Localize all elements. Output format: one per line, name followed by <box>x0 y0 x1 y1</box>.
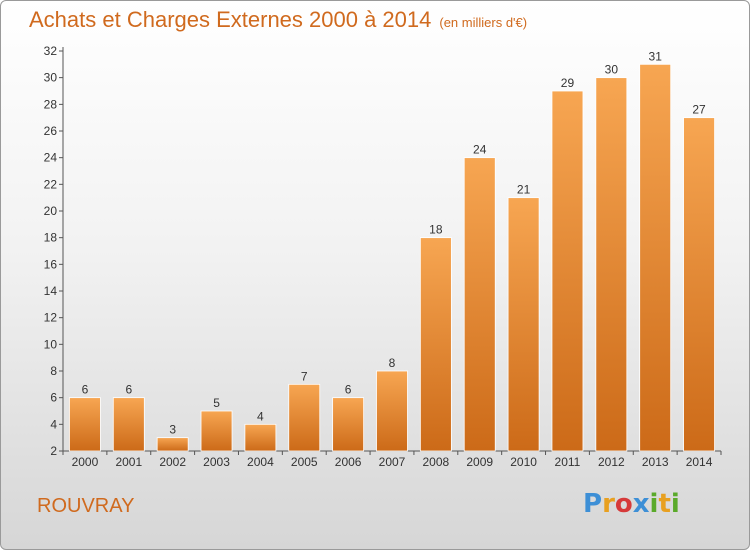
x-tick-label: 2010 <box>510 455 537 469</box>
y-tick-label: 28 <box>44 97 58 111</box>
y-tick-label: 10 <box>44 337 58 351</box>
y-tick-label: 24 <box>44 151 58 165</box>
data-label: 24 <box>473 143 487 157</box>
logo-letter: i <box>670 489 680 519</box>
data-label: 5 <box>213 396 220 410</box>
y-tick-label: 8 <box>50 364 57 378</box>
bar <box>112 397 145 452</box>
logo-letter: o <box>614 489 633 519</box>
proxiti-logo: Proxiti <box>583 489 680 519</box>
x-tick-label: 2003 <box>203 455 230 469</box>
x-tick-label: 2005 <box>291 455 318 469</box>
bar <box>639 63 672 452</box>
chart-title-text: Achats et Charges Externes 2000 à 2014 <box>29 7 432 32</box>
x-tick-label: 2008 <box>423 455 450 469</box>
bar <box>288 383 321 452</box>
bar <box>200 410 233 452</box>
x-tick-label: 2007 <box>379 455 406 469</box>
data-label: 30 <box>605 63 619 77</box>
y-tick-label: 6 <box>50 391 57 405</box>
bar <box>244 423 277 452</box>
x-tick-label: 2013 <box>642 455 669 469</box>
logo-letter: t <box>658 489 671 519</box>
y-tick-label: 4 <box>50 417 57 431</box>
x-tick-label: 2009 <box>466 455 493 469</box>
commune-name: ROUVRAY <box>37 495 135 517</box>
bar <box>683 117 715 452</box>
bar <box>156 437 189 452</box>
x-tick-label: 2012 <box>598 455 625 469</box>
y-tick-label: 22 <box>44 177 58 191</box>
bar <box>332 397 365 452</box>
y-tick-label: 2 <box>50 444 57 458</box>
data-label: 29 <box>561 76 575 90</box>
data-label: 6 <box>82 383 89 397</box>
x-tick-label: 2004 <box>247 455 274 469</box>
x-tick-label: 2000 <box>72 455 99 469</box>
logo-letter: P <box>583 489 603 519</box>
bar <box>595 77 628 452</box>
x-tick-label: 2011 <box>555 455 581 469</box>
y-tick-label: 12 <box>44 311 58 325</box>
data-label: 4 <box>257 409 264 423</box>
data-label: 8 <box>389 356 396 370</box>
y-tick-label: 18 <box>44 231 58 245</box>
bar <box>551 90 584 452</box>
data-label: 6 <box>345 383 352 397</box>
bar <box>419 237 452 452</box>
chart-title: Achats et Charges Externes 2000 à 2014 (e… <box>29 7 527 33</box>
data-label: 31 <box>649 49 663 63</box>
chart-unit: (en milliers d'€) <box>439 15 528 30</box>
logo-letter: x <box>632 489 650 519</box>
y-tick-label: 20 <box>44 204 58 218</box>
x-tick-label: 2001 <box>115 455 142 469</box>
data-label: 18 <box>429 223 443 237</box>
y-tick-label: 32 <box>44 44 58 58</box>
logo-letter: i <box>649 489 659 519</box>
bar <box>69 397 101 452</box>
y-tick-label: 16 <box>44 257 58 271</box>
bar <box>376 370 408 452</box>
y-tick-label: 26 <box>44 124 58 138</box>
data-label: 21 <box>517 183 531 197</box>
logo-letter: r <box>602 489 615 519</box>
data-label: 7 <box>301 369 308 383</box>
y-tick-label: 30 <box>44 71 58 85</box>
y-tick-label: 14 <box>44 284 58 298</box>
data-label: 6 <box>125 383 132 397</box>
data-label: 27 <box>692 103 706 117</box>
x-tick-label: 2002 <box>159 455 186 469</box>
x-tick-label: 2014 <box>686 455 713 469</box>
bar <box>463 157 496 452</box>
bar <box>507 197 540 452</box>
data-label: 3 <box>169 423 176 437</box>
x-tick-label: 2006 <box>335 455 362 469</box>
